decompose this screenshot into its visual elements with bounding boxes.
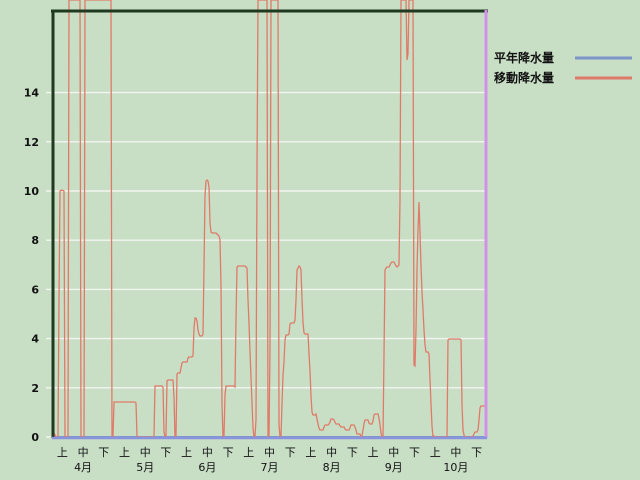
x-axis-period-label: 中 — [202, 446, 213, 459]
legend-label-moving-precipitation: 移動降水量 — [494, 70, 554, 85]
y-axis-label-10: 10 — [24, 185, 40, 198]
x-axis-period-label: 上 — [368, 446, 379, 459]
x-axis-period-label: 中 — [140, 446, 151, 459]
x-axis-month-label-5: 9月 — [385, 461, 403, 474]
x-axis-period-label: 中 — [264, 446, 275, 459]
x-axis-month-label-4: 8月 — [323, 461, 341, 474]
legend-label-normal-precipitation: 平年降水量 — [494, 50, 554, 65]
x-axis-period-label: 中 — [326, 446, 337, 459]
y-axis-label-4: 4 — [31, 333, 39, 346]
x-axis-period-label: 中 — [78, 446, 89, 459]
x-axis-period-label: 中 — [388, 446, 399, 459]
series-line-moving-precipitation — [52, 0, 485, 439]
x-axis-period-label: 下 — [223, 446, 234, 459]
x-axis-month-label-2: 6月 — [198, 461, 216, 474]
x-axis-period-label: 上 — [181, 446, 192, 459]
x-axis-period-label: 下 — [98, 446, 109, 459]
x-axis-month-label-0: 4月 — [74, 461, 92, 474]
x-axis-period-label: 下 — [285, 446, 296, 459]
y-axis-label-14: 14 — [24, 87, 40, 100]
y-axis-label-0: 0 — [31, 431, 39, 444]
gridlines — [52, 91, 487, 389]
x-axis-month-label-6: 10月 — [443, 461, 468, 474]
y-axis-label-12: 12 — [24, 136, 39, 149]
x-axis-period-label: 下 — [160, 446, 171, 459]
x-axis-period-label: 下 — [471, 446, 482, 459]
x-axis-month-label-1: 5月 — [136, 461, 154, 474]
x-axis-period-label: 下 — [409, 446, 420, 459]
y-axis-tick-labels: 0 2 4 6 8 10 12 14 — [24, 87, 40, 444]
x-axis-period-label: 下 — [347, 446, 358, 459]
x-axis-period-label: 上 — [430, 446, 441, 459]
x-axis-period-label: 上 — [243, 446, 254, 459]
y-axis-label-8: 8 — [31, 234, 39, 247]
y-axis-tick-marks — [46, 91, 52, 438]
x-axis-period-label: 上 — [57, 446, 68, 459]
x-axis-period-label: 上 — [305, 446, 316, 459]
x-axis-period-labels: 上中下上中下上中下上中下上中下上中下上中下 — [57, 446, 482, 459]
x-axis-period-label: 上 — [119, 446, 130, 459]
y-axis-label-2: 2 — [31, 382, 39, 395]
x-axis-period-label: 中 — [450, 446, 461, 459]
x-axis-month-label-3: 7月 — [261, 461, 279, 474]
y-axis-label-6: 6 — [31, 283, 39, 296]
x-axis-month-labels: 4月 5月 6月 7月 8月 9月 10月 — [74, 461, 468, 474]
